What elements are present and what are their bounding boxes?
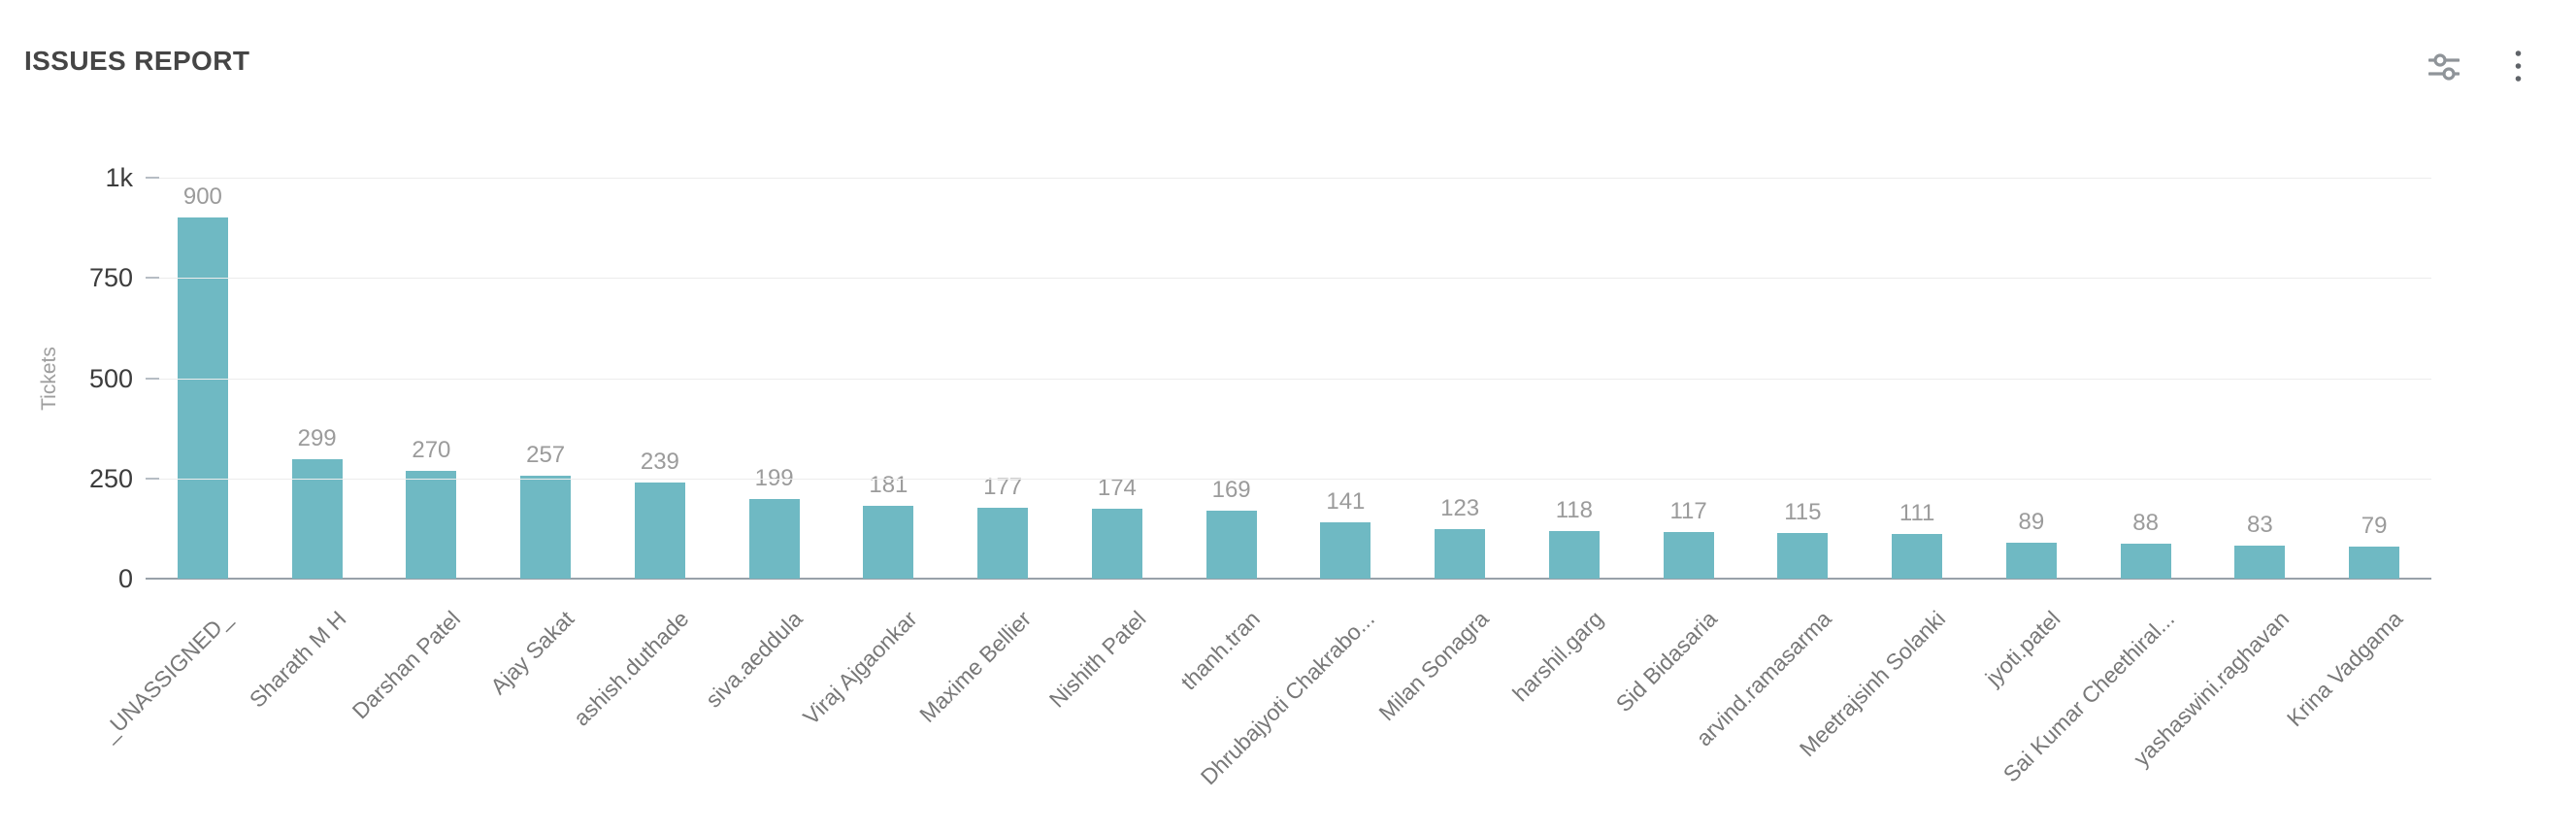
- x-axis-label: Milan Sonagra: [1373, 606, 1494, 726]
- bar-group: 141 Dhrubajyoti Chakrabo...: [1196, 178, 1404, 789]
- bar-group: 239 ashish.duthade: [569, 178, 717, 731]
- bar[interactable]: [291, 458, 343, 579]
- bar-group: 123 Milan Sonagra: [1373, 178, 1517, 726]
- x-axis-label: thanh.tran: [1175, 606, 1266, 695]
- bar[interactable]: [520, 475, 572, 579]
- bar-group: 79 Krina Vadgama: [2282, 178, 2431, 731]
- x-axis-label: Krina Vadgama: [2282, 606, 2408, 732]
- bar-value-label: 169: [1211, 477, 1251, 504]
- bar[interactable]: [1892, 534, 1943, 579]
- bar-value-label: 79: [2361, 513, 2388, 540]
- kebab-menu-icon: [2515, 50, 2522, 82]
- bar[interactable]: [406, 470, 457, 579]
- bar-value-label: 299: [297, 424, 337, 451]
- bar-value-label: 270: [412, 436, 451, 463]
- bar-value-label: 900: [182, 183, 222, 211]
- bar[interactable]: [2120, 543, 2171, 579]
- y-axis-tick: [146, 277, 159, 280]
- bar[interactable]: [977, 507, 1029, 579]
- bar-group: 177 Maxime Bellier: [914, 178, 1060, 727]
- bar[interactable]: [1320, 521, 1371, 579]
- gridline: [146, 278, 2431, 280]
- bar-value-label: 181: [869, 472, 908, 499]
- bar-value-label: 257: [526, 441, 566, 468]
- bar-group: 270 Darshan Patel: [347, 178, 489, 723]
- x-axis-label: Nishith Patel: [1043, 606, 1151, 713]
- bar-group: 174 Nishith Patel: [1044, 178, 1174, 713]
- widget-toolbar: [2425, 45, 2527, 88]
- more-options-button[interactable]: [2509, 45, 2527, 88]
- bar-group: 199 siva.aeddula: [701, 178, 832, 712]
- tune-sliders-icon: [2427, 52, 2460, 81]
- y-axis-tick-label: 500: [88, 363, 133, 393]
- bar-value-label: 117: [1669, 497, 1707, 524]
- bar-group: 117 Sid Bidasaria: [1611, 178, 1746, 716]
- y-axis-tick-label: 250: [88, 463, 133, 493]
- bar-value-label: 123: [1440, 495, 1480, 522]
- bar[interactable]: [2349, 547, 2400, 579]
- bar[interactable]: [2234, 545, 2286, 579]
- bar-value-label: 177: [983, 473, 1023, 500]
- x-axis-label: jyoti.patel: [1980, 606, 2065, 691]
- x-axis-label: siva.aeddula: [701, 606, 809, 713]
- bar-value-label: 89: [2018, 509, 2045, 536]
- bar[interactable]: [2005, 543, 2057, 579]
- bar[interactable]: [863, 506, 914, 579]
- bar[interactable]: [748, 498, 800, 579]
- y-axis-tick: [146, 477, 159, 480]
- x-axis-label: Sharath M H: [244, 606, 351, 713]
- bar-value-label: 83: [2247, 511, 2273, 538]
- bar-value-label: 88: [2132, 509, 2159, 536]
- bar[interactable]: [1777, 532, 1829, 579]
- bar-value-label: 239: [640, 449, 679, 476]
- gridline: [146, 178, 2431, 179]
- x-axis-label: Sid Bidasaria: [1610, 606, 1723, 717]
- bar-value-label: 115: [1784, 498, 1822, 525]
- x-axis-label: Ajay Sakat: [485, 606, 579, 700]
- bar-group: 88 Sai Kumar Cheethiral...: [1998, 178, 2203, 786]
- bar[interactable]: [1663, 531, 1714, 579]
- bar[interactable]: [1548, 531, 1600, 579]
- y-axis-tick: [146, 377, 159, 380]
- y-axis-tick: [146, 177, 159, 179]
- bar-group: 83 yashaswini.raghavan: [2128, 178, 2318, 771]
- gridline: [146, 478, 2431, 480]
- bar[interactable]: [1205, 511, 1257, 579]
- gridline: [146, 378, 2431, 380]
- bar[interactable]: [1091, 509, 1142, 579]
- x-axis-line: [146, 578, 2431, 580]
- bar-group: 89 jyoti.patel: [1974, 178, 2089, 690]
- x-axis-label: ashish.duthade: [568, 606, 694, 731]
- bar-chart-plot-area: Tickets 900 _UNASSIGNED_ 299 Sharath M H 270…: [38, 163, 2431, 789]
- bar-value-label: 111: [1899, 500, 1935, 527]
- x-axis-label: Darshan Patel: [347, 606, 465, 724]
- y-axis-tick-label: 1k: [105, 163, 133, 192]
- bar-group: 181 Viraj Ajgaonkar: [798, 178, 946, 730]
- x-axis-label: Maxime Bellier: [914, 606, 1037, 728]
- bar-value-label: 199: [754, 464, 794, 491]
- bar-group: 115 arvind.ramasarma: [1691, 178, 1861, 750]
- filter-settings-button[interactable]: [2425, 49, 2463, 85]
- x-axis-label: _UNASSIGNED_: [96, 606, 237, 747]
- bar-group: 111 Meetrajsinh Solanki: [1795, 178, 1974, 762]
- bar[interactable]: [634, 483, 685, 579]
- bar-group: 257 Ajay Sakat: [485, 178, 603, 699]
- bar-group: 118 harshil.garg: [1507, 178, 1632, 707]
- y-axis-tick-label: 0: [117, 564, 133, 593]
- bar[interactable]: [1435, 529, 1486, 579]
- bar[interactable]: [177, 217, 228, 579]
- page-title: ISSUES REPORT: [24, 46, 250, 76]
- bar-group: 169 thanh.tran: [1174, 178, 1289, 695]
- x-axis-label: harshil.garg: [1506, 606, 1608, 707]
- bar-value-label: 174: [1097, 475, 1137, 502]
- y-axis-tick-label: 750: [88, 263, 133, 293]
- bar-value-label: 118: [1555, 497, 1593, 524]
- x-axis-label: Viraj Ajgaonkar: [798, 606, 922, 730]
- bar-value-label: 141: [1326, 487, 1366, 515]
